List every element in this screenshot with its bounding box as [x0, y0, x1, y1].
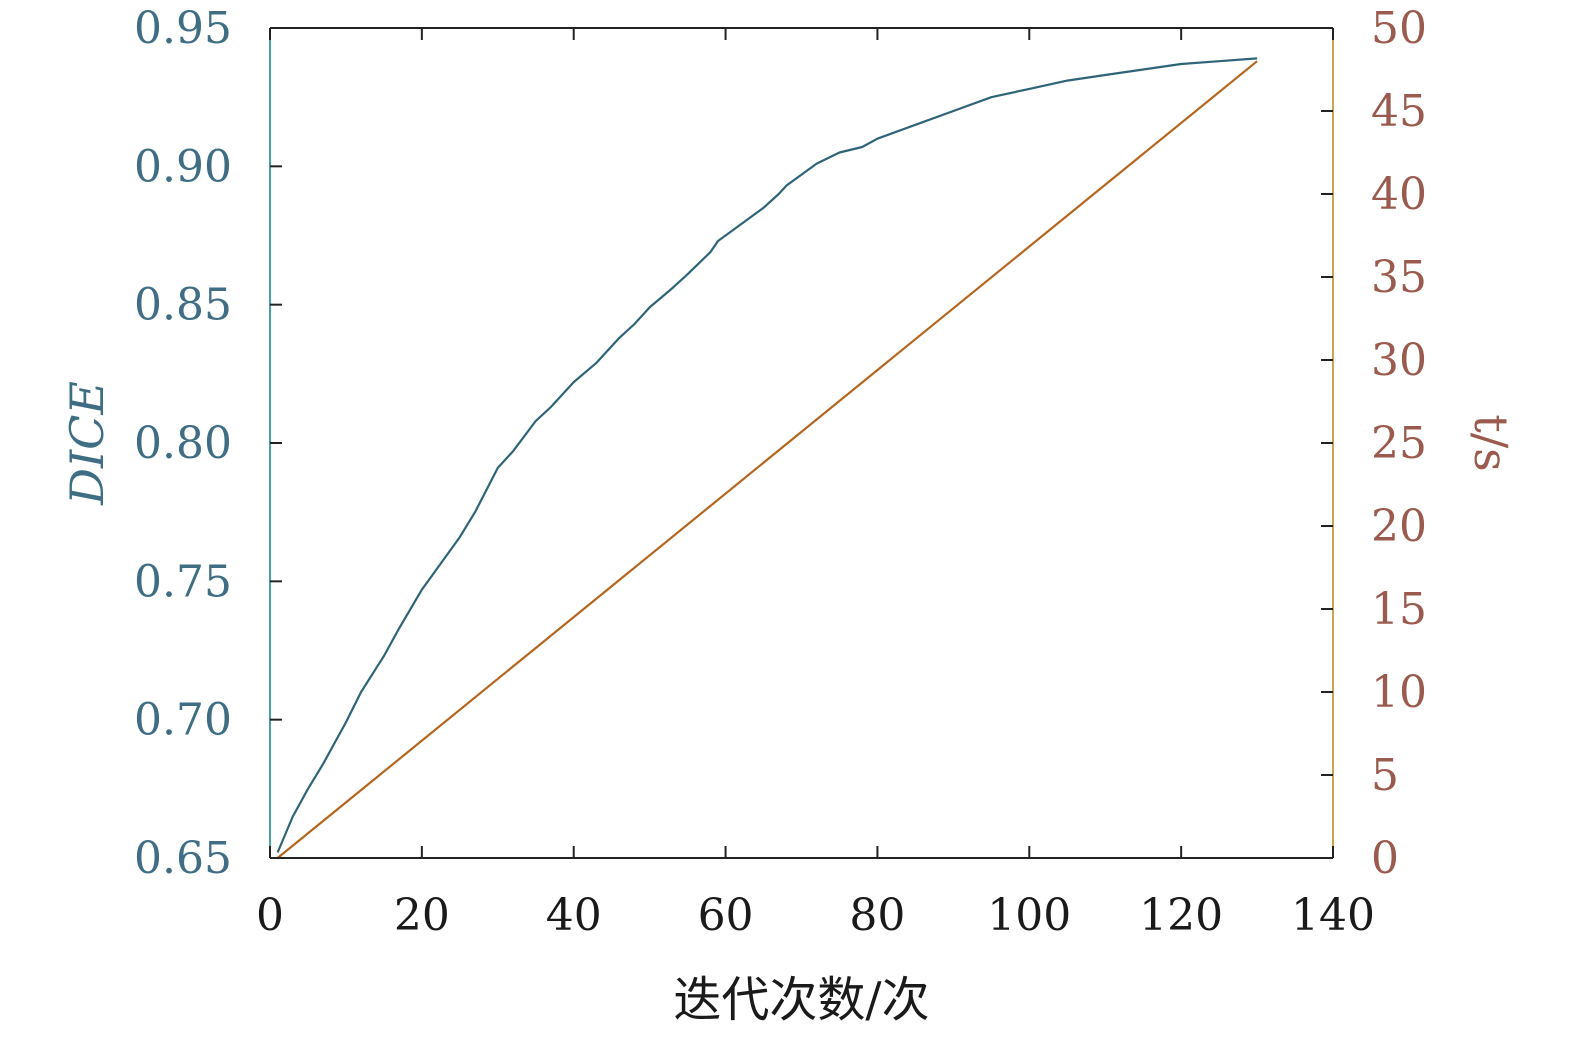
time-series-line	[276, 60, 1258, 859]
x-tick-label: 40	[546, 890, 602, 941]
x-axis-label: 迭代次数/次	[673, 972, 929, 1028]
y-left-tick-label: 0.90	[134, 141, 232, 192]
x-tick-label: 0	[256, 890, 284, 941]
y-right-tick-label: 35	[1371, 252, 1427, 303]
y-left-axis-label: DICE	[60, 381, 114, 506]
y-right-tick-label: 20	[1371, 501, 1427, 552]
x-tick-label: 140	[1291, 890, 1375, 941]
y-right-tick-label: 25	[1371, 418, 1427, 469]
y-right-axis-label: t/s	[1464, 414, 1518, 472]
x-tick-label: 100	[987, 890, 1071, 941]
y-right-tick-label: 45	[1371, 86, 1427, 137]
y-left-tick-label: 0.70	[134, 695, 232, 746]
dice-series-line	[276, 57, 1258, 853]
y-right-tick-label: 10	[1371, 667, 1427, 718]
y-right-tick-label: 50	[1371, 3, 1427, 54]
x-tick-label: 120	[1139, 890, 1223, 941]
x-tick-label: 60	[698, 890, 754, 941]
y-right-tick-label: 15	[1371, 584, 1427, 635]
y-right-tick-label: 0	[1371, 833, 1399, 884]
y-left-tick-label: 0.80	[134, 418, 232, 469]
y-right-tick-label: 5	[1371, 750, 1399, 801]
x-tick-label: 80	[849, 890, 905, 941]
y-left-tick-label: 0.75	[134, 556, 232, 607]
y-left-tick-label: 0.65	[134, 833, 232, 884]
x-tick-label: 20	[394, 890, 450, 941]
y-right-tick-label: 40	[1371, 169, 1427, 220]
y-left-tick-label: 0.85	[134, 280, 232, 331]
y-left-tick-label: 0.95	[134, 3, 232, 54]
y-right-tick-label: 30	[1371, 335, 1427, 386]
